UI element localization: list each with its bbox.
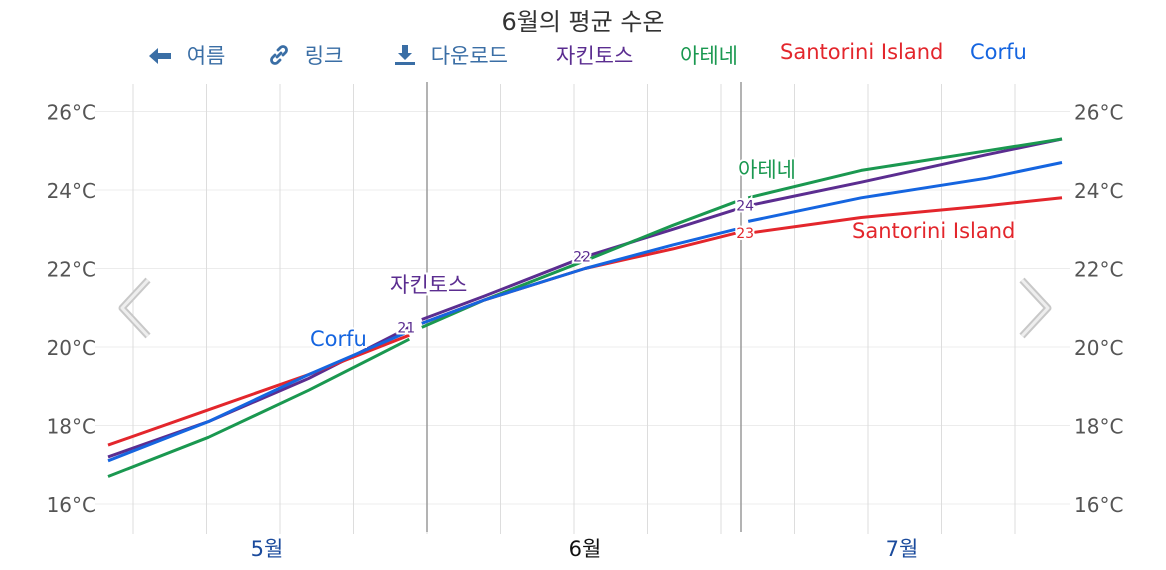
x-tick-label: 6월 (569, 537, 602, 561)
back-button[interactable]: 여름 (148, 40, 225, 70)
series-label-0: 자킨토스 (390, 273, 467, 297)
series-line-0 (747, 137, 1063, 208)
data-label-0: 21 (397, 320, 415, 336)
back-label: 여름 (186, 44, 226, 68)
series-line-2 (107, 333, 410, 447)
next-arrow-icon[interactable] (1014, 276, 1054, 340)
previous-arrow-icon[interactable] (116, 276, 156, 340)
download-icon (394, 44, 423, 68)
chart-title: 6월의 평균 수온 (501, 8, 665, 36)
legend-item-zakynthos[interactable]: 자킨토스 (556, 44, 634, 68)
arrow-left-icon (148, 44, 179, 68)
link-button[interactable]: 링크 (268, 40, 343, 70)
data-label-0: 22 (573, 250, 591, 266)
legend-item-athens[interactable]: 아테네 (680, 44, 738, 68)
x-tick-label: 5월 (251, 537, 284, 561)
series-line-2 (421, 231, 736, 325)
series-label-3: Corfu (310, 327, 367, 351)
series-label-1: 아테네 (738, 158, 796, 182)
link-icon (268, 44, 297, 68)
y-tick-label-right: 20°C (1074, 336, 1123, 360)
y-tick-label-left: 24°C (47, 179, 96, 203)
legend-item-corfu[interactable]: Corfu (970, 40, 1027, 64)
data-label-2: 23 (736, 226, 754, 242)
y-tick-label-left: 26°C (47, 101, 96, 125)
series-line-1 (107, 337, 410, 478)
series-line-1 (747, 137, 1063, 200)
series-line-3 (107, 329, 410, 463)
toolbar: 여름 링크 다운로드 자킨토스 아테네 Santorini Island Cor… (0, 40, 1166, 72)
y-tick-label-left: 16°C (47, 493, 96, 517)
download-button[interactable]: 다운로드 (394, 40, 508, 70)
y-tick-label-right: 24°C (1074, 179, 1123, 203)
y-tick-label-right: 22°C (1074, 258, 1123, 282)
y-tick-label-left: 20°C (47, 336, 96, 360)
y-tick-label-left: 22°C (47, 258, 96, 282)
y-tick-label-left: 18°C (47, 415, 96, 439)
data-label-0: 24 (736, 199, 754, 215)
x-tick-label: 7월 (886, 537, 919, 561)
link-label: 링크 (304, 44, 344, 68)
series-line-2 (747, 196, 1063, 235)
y-tick-label-right: 18°C (1074, 415, 1123, 439)
legend-item-santorini[interactable]: Santorini Island (780, 40, 944, 64)
y-tick-label-right: 16°C (1074, 493, 1123, 517)
series-label-2: Santorini Island (852, 219, 1015, 243)
download-label: 다운로드 (430, 44, 508, 68)
y-tick-label-right: 26°C (1074, 101, 1123, 125)
series-line-0 (421, 208, 737, 321)
series-line-3 (421, 227, 736, 325)
series-line-3 (747, 161, 1063, 223)
